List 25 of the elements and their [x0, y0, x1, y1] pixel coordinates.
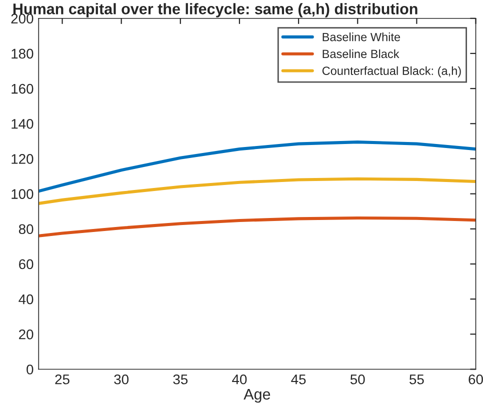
y-tick-label: 40 [18, 294, 34, 304]
x-tick-label: 30 [114, 374, 129, 384]
y-tick-label: 20 [19, 329, 34, 340]
y-tick-label: 100 [12, 189, 34, 199]
y-tick-label: 180 [12, 48, 34, 59]
x-tick-label: 35 [173, 374, 188, 384]
y-tick-label: 80 [18, 224, 34, 234]
x-tick-label: 45 [291, 374, 306, 384]
x-tick-label: 40 [232, 374, 247, 384]
line-series [38, 177, 476, 205]
legend-label: Baseline Black [322, 49, 400, 58]
x-tick-label: 55 [410, 374, 424, 384]
x-tick-label: 25 [55, 374, 70, 384]
line-series [38, 216, 476, 238]
legend-label: Baseline White [322, 32, 400, 42]
x-tick-label: 50 [350, 374, 365, 384]
line-series [38, 140, 476, 193]
y-tick-label: 160 [12, 84, 34, 94]
y-tick-label: 0 [26, 364, 34, 374]
x-axis-title: Age [244, 389, 270, 403]
y-tick-label: 60 [19, 259, 34, 270]
y-tick-label: 120 [12, 154, 34, 164]
y-tick-label: 140 [12, 118, 34, 129]
x-tick-label: 60 [468, 374, 483, 384]
legend-label: Counterfactual Black: (a,h) [322, 66, 461, 78]
